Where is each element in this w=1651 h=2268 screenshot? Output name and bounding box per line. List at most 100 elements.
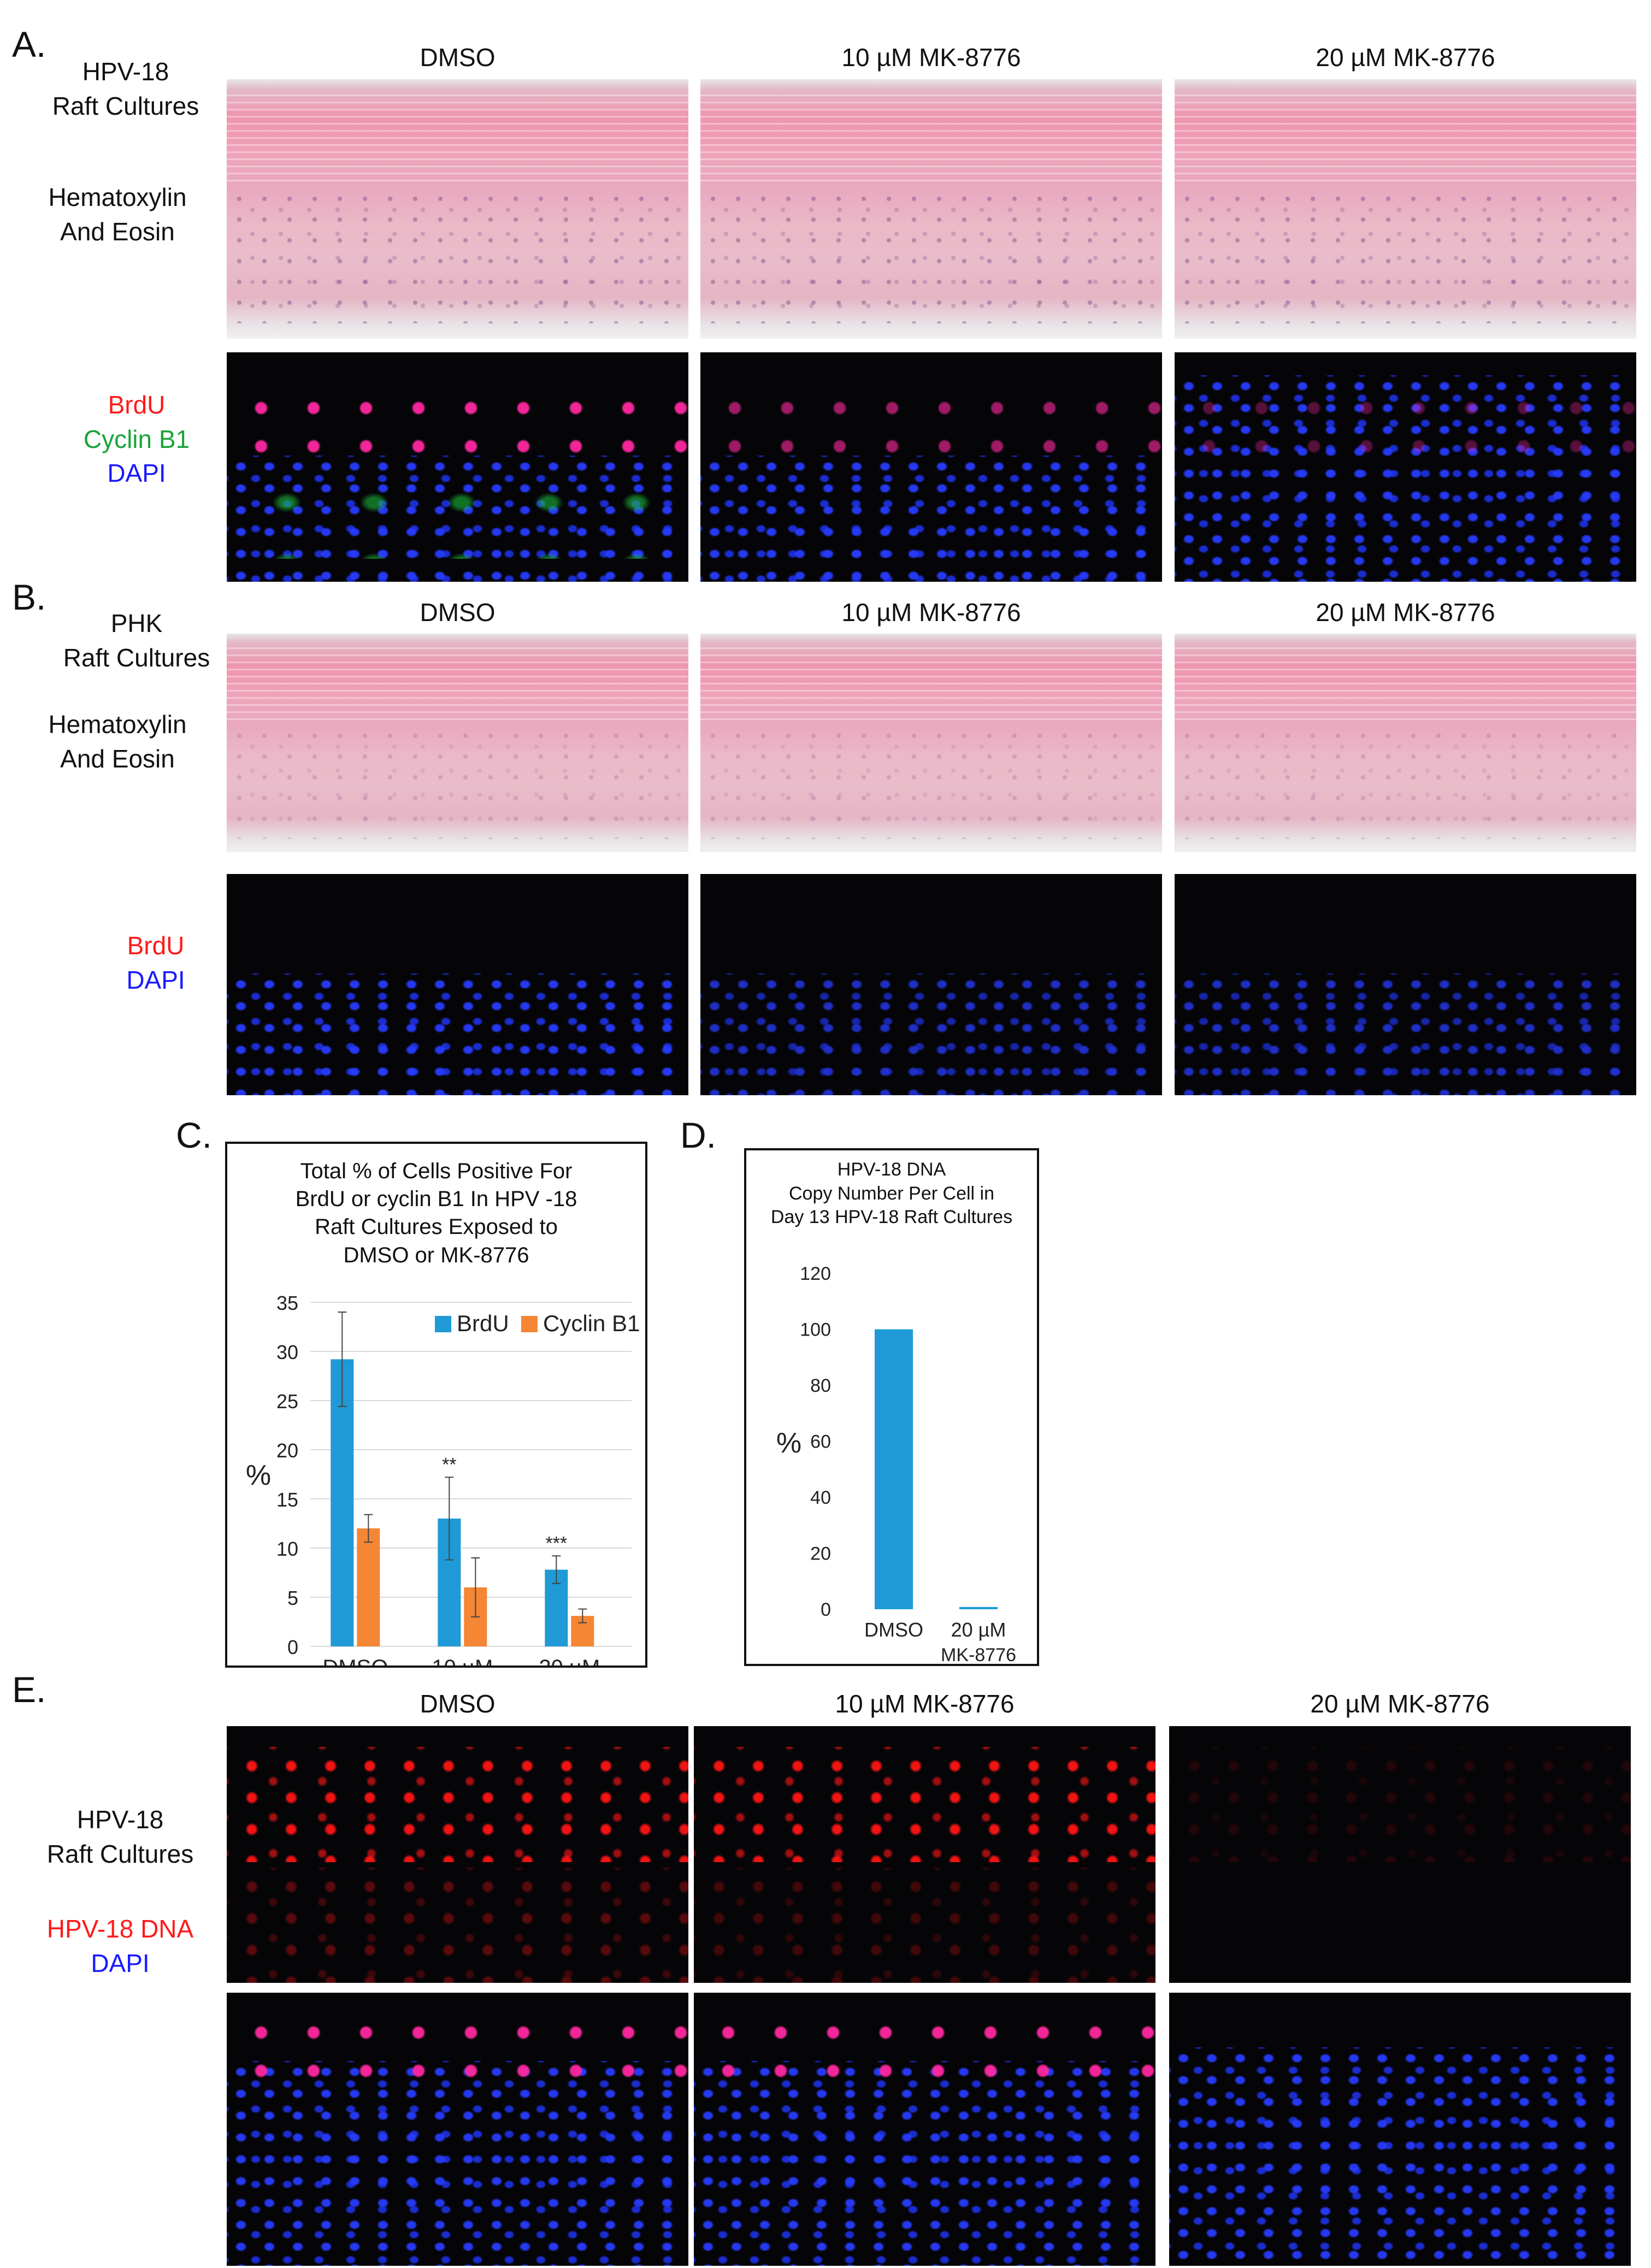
y-tick-label: 30	[276, 1341, 298, 1363]
column-header-dmso: DMSO	[420, 43, 496, 72]
panel-a-stain-legend: BrdU Cyclin B1 DAPI	[55, 388, 219, 491]
panel-a-row-label: HPV-18 Raft Cultures	[22, 55, 229, 123]
chart-d-svg: 0 20 40 60 80 100 120% DMSO 20 µM MK-8776	[776, 1263, 1016, 1664]
fish-micrograph-e-10um	[694, 1726, 1155, 1983]
y-axis-label: %	[776, 1427, 801, 1459]
stain-label-hpv18-dna: HPV-18 DNA	[46, 1915, 194, 1943]
chart-title-line: Total % of Cells Positive For	[300, 1159, 573, 1183]
x-tick-label: DMSO	[322, 1656, 388, 1665]
column-header-10um: 10 µM MK-8776	[835, 1690, 1015, 1718]
he-micrograph-a-20um	[1175, 79, 1636, 339]
panel-letter-c: C.	[176, 1115, 212, 1155]
y-tick-label: 0	[821, 1599, 831, 1620]
x-tick-label: DMSO	[864, 1619, 923, 1641]
he-micrograph-a-dmso	[227, 79, 688, 339]
he-micrograph-a-10um	[700, 79, 1162, 339]
legend-swatch	[521, 1316, 538, 1332]
stain-label-dapi: DAPI	[126, 965, 185, 994]
fish-micrograph-e-20um	[1169, 1726, 1631, 1983]
row-label-line: PHK	[110, 609, 163, 637]
he-label-line: And Eosin	[60, 217, 175, 246]
if-micrograph-b-20um	[1175, 874, 1636, 1095]
column-header-20um: 20 µM MK-8776	[1316, 598, 1495, 627]
column-header-10um: 10 µM MK-8776	[841, 43, 1021, 72]
row-label-line: Raft Cultures	[63, 643, 210, 672]
legend-label: Cyclin B1	[543, 1310, 640, 1336]
y-tick-label: 15	[276, 1489, 298, 1511]
chart-title-line: Raft Cultures Exposed to	[315, 1215, 558, 1239]
panel-e-row-label: HPV-18 Raft Cultures	[22, 1803, 219, 1871]
row-label-line: Raft Cultures	[52, 91, 199, 120]
stain-label-cyclin-b1: Cyclin B1	[83, 424, 190, 453]
stain-label-dapi: DAPI	[107, 459, 166, 488]
panel-letter-e: E.	[12, 1669, 46, 1710]
bar-brdu	[331, 1359, 354, 1646]
stain-label-brdu: BrdU	[127, 931, 185, 960]
panel-e-stain-legend: HPV-18 DNA DAPI	[22, 1912, 219, 1980]
y-tick-label: 100	[800, 1320, 831, 1340]
y-tick-label: 80	[810, 1375, 831, 1396]
he-micrograph-b-10um	[700, 634, 1162, 852]
panel-b-he-label: Hematoxylin And Eosin	[22, 707, 213, 776]
he-label-line: Hematoxylin	[48, 710, 187, 739]
column-header-20um: 20 µM MK-8776	[1310, 1690, 1490, 1718]
y-tick-label: 20	[276, 1439, 298, 1462]
panel-letter-a: A.	[12, 24, 46, 64]
x-tick-sublabel: MK-8776	[941, 1645, 1016, 1664]
column-header-dmso: DMSO	[420, 1690, 496, 1718]
panel-letter-b: B.	[12, 577, 46, 617]
y-tick-label: 60	[810, 1432, 831, 1452]
x-tick-label: 20 µM	[951, 1619, 1006, 1641]
if-micrograph-b-10um	[700, 874, 1162, 1095]
bar-copy-number	[959, 1606, 998, 1609]
column-header-20um: 20 µM MK-8776	[1316, 43, 1495, 72]
bar-cyclin-b1	[357, 1528, 380, 1646]
column-header-dmso: DMSO	[420, 598, 496, 627]
y-tick-label: 0	[287, 1636, 298, 1658]
panel-b-row-label: PHK Raft Cultures	[22, 606, 251, 675]
legend-label: BrdU	[457, 1310, 509, 1336]
he-label-line: And Eosin	[60, 744, 175, 773]
chart-title-line: Copy Number Per Cell in	[788, 1183, 995, 1204]
y-tick-label: 5	[287, 1587, 298, 1609]
y-tick-label: 25	[276, 1390, 298, 1413]
chart-title-line: BrdU or cyclin B1 In HPV -18	[295, 1187, 577, 1212]
chart-d-title: HPV-18 DNA Copy Number Per Cell in Day 1…	[746, 1158, 1037, 1230]
if-micrograph-b-dmso	[227, 874, 688, 1095]
y-tick-label: 40	[810, 1487, 831, 1508]
stain-label-dapi: DAPI	[91, 1948, 150, 1977]
y-tick-label: 20	[810, 1544, 831, 1564]
x-tick-label: 20 µM	[539, 1656, 600, 1665]
he-label-line: Hematoxylin	[48, 183, 187, 211]
merge-micrograph-e-10um	[694, 1993, 1155, 2266]
he-micrograph-b-dmso	[227, 634, 688, 852]
row-label-line: HPV-18	[82, 57, 169, 86]
bar-copy-number	[875, 1329, 913, 1609]
chart-title-line: HPV-18 DNA	[837, 1159, 946, 1180]
merge-micrograph-e-dmso	[227, 1993, 688, 2266]
if-micrograph-a-20um	[1175, 352, 1636, 582]
chart-title-line: Day 13 HPV-18 Raft Cultures	[770, 1207, 1013, 1228]
significance-label: ***	[545, 1533, 567, 1554]
significance-label: **	[442, 1454, 456, 1475]
column-header-10um: 10 µM MK-8776	[841, 598, 1021, 627]
y-tick-label: 35	[276, 1292, 298, 1314]
chart-d-frame: HPV-18 DNA Copy Number Per Cell in Day 1…	[744, 1148, 1039, 1666]
chart-c-frame: Total % of Cells Positive For BrdU or cy…	[225, 1142, 647, 1668]
x-tick-label: 10 µM	[432, 1656, 493, 1665]
row-label-line: HPV-18	[76, 1805, 164, 1834]
panel-b-stain-legend: BrdU DAPI	[96, 929, 216, 997]
chart-c-title: Total % of Cells Positive For BrdU or cy…	[227, 1157, 645, 1269]
he-micrograph-b-20um	[1175, 634, 1636, 852]
legend-swatch	[435, 1316, 451, 1332]
stain-label-brdu: BrdU	[108, 391, 166, 419]
merge-micrograph-e-20um	[1169, 1993, 1631, 2266]
fish-micrograph-e-dmso	[227, 1726, 688, 1983]
if-micrograph-a-10um	[700, 352, 1162, 582]
y-tick-label: 120	[800, 1263, 831, 1284]
chart-title-line: DMSO or MK-8776	[343, 1243, 529, 1267]
if-micrograph-a-dmso	[227, 352, 688, 582]
row-label-line: Raft Cultures	[46, 1839, 194, 1868]
